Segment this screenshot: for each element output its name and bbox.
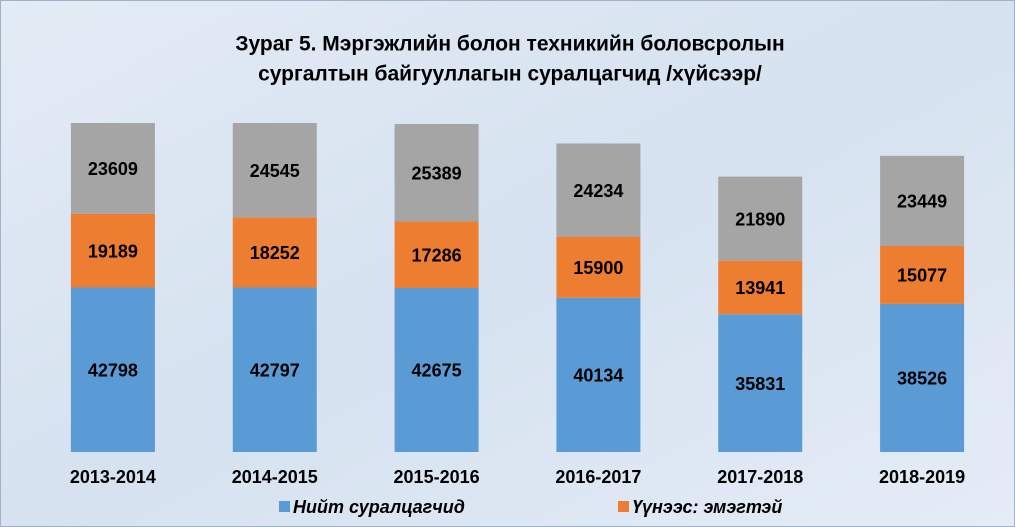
legend-swatch <box>618 501 629 512</box>
data-label: 25389 <box>412 163 462 183</box>
bar-segment <box>880 155 965 246</box>
data-label: 15077 <box>897 266 947 286</box>
bar-segment <box>880 245 965 304</box>
data-label: 15900 <box>573 258 623 278</box>
data-label: 13941 <box>735 278 785 298</box>
data-label: 21890 <box>735 209 785 229</box>
legend-label: Үүнээс: эмэгтэй <box>632 497 782 517</box>
data-label: 19189 <box>88 241 138 261</box>
x-tick-label: 2014-2015 <box>232 467 318 487</box>
x-tick-label: 2017-2018 <box>717 467 803 487</box>
chart-title: сургалтын байгууллагын суралцагчид /хүйс… <box>258 63 762 86</box>
bar-segment <box>718 314 803 452</box>
x-tick-label: 2016-2017 <box>555 467 641 487</box>
data-label: 23609 <box>88 159 138 179</box>
data-label: 24234 <box>573 181 623 201</box>
data-label: 35831 <box>735 374 785 394</box>
data-label: 40134 <box>573 366 623 386</box>
bar-segment <box>880 303 965 452</box>
data-label: 42797 <box>250 361 300 381</box>
data-label: 17286 <box>412 246 462 266</box>
bar-segment <box>394 123 479 222</box>
bar-segment <box>232 217 317 288</box>
data-label: 38526 <box>897 369 947 389</box>
bar-segment <box>556 297 641 452</box>
x-tick-label: 2013-2014 <box>70 467 156 487</box>
bar-segment <box>70 213 155 288</box>
bar-segment <box>232 123 317 218</box>
data-label: 24545 <box>250 161 300 181</box>
bar-segment <box>232 287 317 452</box>
bar-segment <box>718 260 803 315</box>
data-label: 23449 <box>897 192 947 212</box>
x-tick-label: 2018-2019 <box>879 467 965 487</box>
legend-swatch <box>279 501 290 512</box>
chart-title: Зураг 5. Мэргэжлийн болон техникийн боло… <box>235 33 784 56</box>
bar-segment <box>556 143 641 237</box>
data-label: 18252 <box>250 243 300 263</box>
bar-segment <box>556 236 641 298</box>
bar-segment <box>70 287 155 452</box>
bar-segment <box>70 123 155 214</box>
data-label: 42675 <box>412 361 462 381</box>
data-label: 42798 <box>88 361 138 381</box>
bar-segment <box>394 221 479 288</box>
bar-segment <box>394 287 479 452</box>
x-tick-label: 2015-2016 <box>394 467 480 487</box>
legend-label: Нийт суралцагчид <box>293 497 465 517</box>
bar-segment <box>718 176 803 261</box>
